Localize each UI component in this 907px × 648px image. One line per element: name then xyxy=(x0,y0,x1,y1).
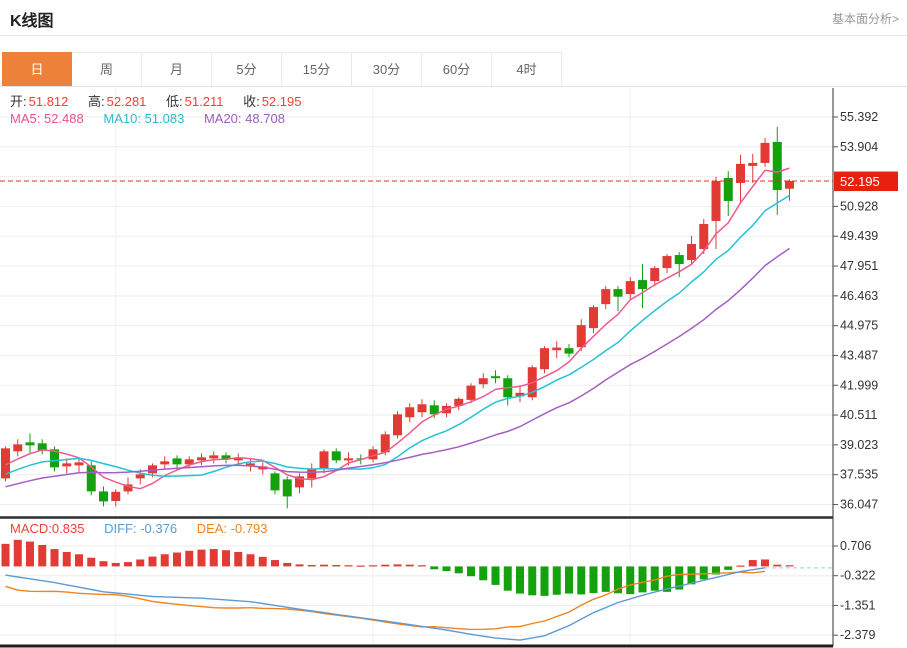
y-axis-label: 55.392 xyxy=(840,110,878,124)
y-axis-label: 44.975 xyxy=(840,319,878,333)
y-axis-label: 53.904 xyxy=(840,140,878,154)
y-axis-label: 37.535 xyxy=(840,468,878,482)
candles-layer xyxy=(1,126,794,509)
period-tabbar: 日 周 月 5分 15分 30分 60分 4时 xyxy=(2,52,562,86)
tab-5min[interactable]: 5分 xyxy=(212,52,282,86)
current-price-label: 52.195 xyxy=(840,174,880,189)
y-axis-label: 36.047 xyxy=(840,497,878,511)
price-line-layer: 52.195 xyxy=(0,171,898,192)
y-axis-label: -0.322 xyxy=(840,569,875,583)
y-axis-label: 40.511 xyxy=(840,408,877,422)
tab-30min[interactable]: 30分 xyxy=(352,52,422,86)
tabbar-underline xyxy=(0,86,907,87)
ma-lines-layer xyxy=(5,167,790,490)
tab-week[interactable]: 周 xyxy=(72,52,142,86)
y-axis-label: 50.928 xyxy=(840,199,878,213)
y-axis-label: 0.706 xyxy=(840,539,871,553)
tab-month[interactable]: 月 xyxy=(142,52,212,86)
y-axis-label: 39.023 xyxy=(840,438,878,452)
y-axis-label: 49.439 xyxy=(840,229,878,243)
header-divider xyxy=(0,35,907,36)
y-axis-label: 43.487 xyxy=(840,348,878,362)
y-axis-label: 47.951 xyxy=(840,259,878,273)
fundamental-analysis-link[interactable]: 基本面分析> xyxy=(831,12,899,26)
tab-15min[interactable]: 15分 xyxy=(282,52,352,86)
y-axis-label: -2.379 xyxy=(840,628,875,642)
tab-4hour[interactable]: 4时 xyxy=(492,52,562,86)
axis-layer: 55.392 53.904 50.928 49.439 47.951 46.463 44.9… xyxy=(0,88,878,648)
grid-layer xyxy=(0,88,833,645)
tab-60min[interactable]: 60分 xyxy=(422,52,492,86)
y-axis-label: 46.463 xyxy=(840,289,878,303)
y-axis-label: -1.351 xyxy=(840,598,875,612)
page-title: K线图 xyxy=(10,13,54,30)
y-axis-label: 41.999 xyxy=(840,378,878,392)
macd-layer xyxy=(1,539,833,641)
tab-day[interactable]: 日 xyxy=(2,52,72,86)
